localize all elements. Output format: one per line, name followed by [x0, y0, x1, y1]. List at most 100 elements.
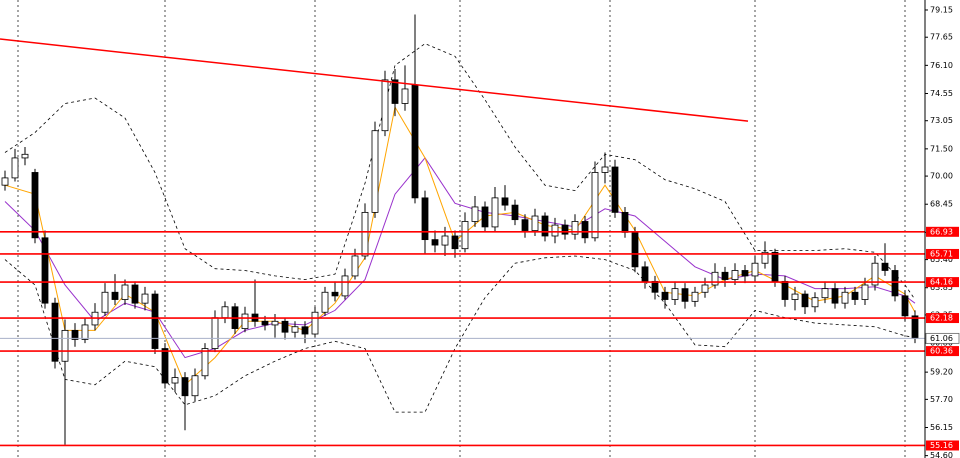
y-tick-label: 74.55	[930, 89, 953, 98]
candle-body	[421, 197, 429, 241]
candle-body	[471, 206, 479, 222]
level-box	[926, 440, 959, 451]
candle-body	[661, 291, 669, 300]
candle-body	[191, 375, 199, 397]
candle-body	[631, 231, 639, 268]
candle-body	[691, 291, 699, 302]
candle-body	[701, 284, 709, 293]
level-label: 55.16	[930, 441, 953, 450]
y-tick-label: 76.10	[930, 61, 953, 70]
candle-body	[531, 215, 539, 231]
candle-body	[461, 221, 469, 250]
candle-body	[891, 270, 899, 297]
candle-body	[741, 270, 749, 277]
candle-body	[641, 266, 649, 282]
candle-body	[321, 291, 329, 313]
candle-body	[81, 324, 89, 340]
y-tick-label: 59.20	[930, 368, 953, 377]
candle-body	[581, 221, 589, 239]
candle-body	[621, 211, 629, 233]
candle-body	[381, 79, 389, 132]
y-tick-label: 70.00	[930, 172, 953, 181]
candle-body	[411, 84, 419, 199]
candle-body	[131, 284, 139, 304]
candle-body	[671, 288, 679, 300]
candle-body	[511, 204, 519, 221]
candle-body	[501, 197, 509, 206]
candle-body	[431, 239, 439, 246]
level-box	[926, 346, 959, 357]
candle-body	[241, 313, 249, 329]
candle-body	[681, 288, 689, 302]
y-tick-label: 57.70	[930, 395, 953, 404]
candle-body	[271, 320, 279, 326]
level-box	[926, 313, 959, 324]
candle-body	[291, 326, 299, 333]
candle-body	[881, 262, 889, 271]
current-price-label: 61.06	[930, 334, 953, 343]
candle-body	[721, 271, 729, 280]
candle-body	[311, 311, 319, 335]
candle-body	[841, 291, 849, 304]
candle-body	[711, 271, 719, 286]
candle-body	[591, 172, 599, 239]
level-box	[926, 226, 959, 237]
y-tick-label: 65.40	[930, 255, 953, 264]
candle-body	[391, 79, 399, 104]
y-tick-label: 68.45	[930, 200, 953, 209]
candle-body	[341, 275, 349, 297]
candle-body	[21, 153, 29, 159]
candle-body	[751, 262, 759, 277]
y-tick-label: 79.15	[930, 5, 953, 14]
candle-body	[551, 224, 559, 237]
candle-body	[171, 377, 179, 384]
candle-body	[281, 320, 289, 333]
candle-body	[441, 235, 449, 246]
y-tick-label: 56.15	[930, 423, 953, 432]
trend-line	[0, 38, 749, 122]
candle-body	[541, 215, 549, 237]
level-box	[926, 277, 959, 288]
candle-body	[901, 295, 909, 317]
candle-body	[71, 329, 79, 340]
candle-body	[301, 326, 309, 335]
candle-body	[561, 224, 569, 235]
candle-body	[911, 315, 919, 339]
y-tick-label: 71.50	[930, 144, 953, 153]
candle-body	[51, 302, 59, 362]
candle-body	[11, 157, 19, 179]
candle-body	[871, 262, 879, 286]
level-box	[926, 248, 959, 259]
level-label: 62.18	[930, 314, 953, 323]
candle-body	[731, 270, 739, 280]
candle-body	[211, 317, 219, 349]
candle-body	[761, 251, 769, 264]
level-label: 66.93	[930, 227, 953, 236]
candle-body	[121, 284, 129, 300]
candle-body	[601, 166, 609, 173]
level-label: 60.36	[930, 347, 953, 356]
candle-body	[811, 297, 819, 308]
candle-body	[451, 235, 459, 250]
candle-body	[151, 293, 159, 349]
candle-body	[201, 348, 209, 377]
candle-body	[611, 166, 619, 213]
current-price-box	[925, 332, 960, 344]
candle-body	[851, 291, 859, 300]
candle-body	[101, 291, 109, 313]
candle-body	[821, 288, 829, 299]
candle-body	[351, 255, 359, 277]
candle-body	[61, 329, 69, 362]
candle-body	[491, 197, 499, 228]
candle-body	[181, 377, 189, 397]
y-tick-label: 63.85	[930, 283, 953, 292]
y-tick-label: 54.60	[930, 451, 953, 458]
candle-body	[221, 306, 229, 319]
candle-body	[791, 293, 799, 300]
candle-body	[161, 348, 169, 384]
candle-body	[481, 206, 489, 228]
candle-body	[361, 211, 369, 257]
candle-body	[521, 219, 529, 231]
candle-body	[261, 320, 269, 326]
